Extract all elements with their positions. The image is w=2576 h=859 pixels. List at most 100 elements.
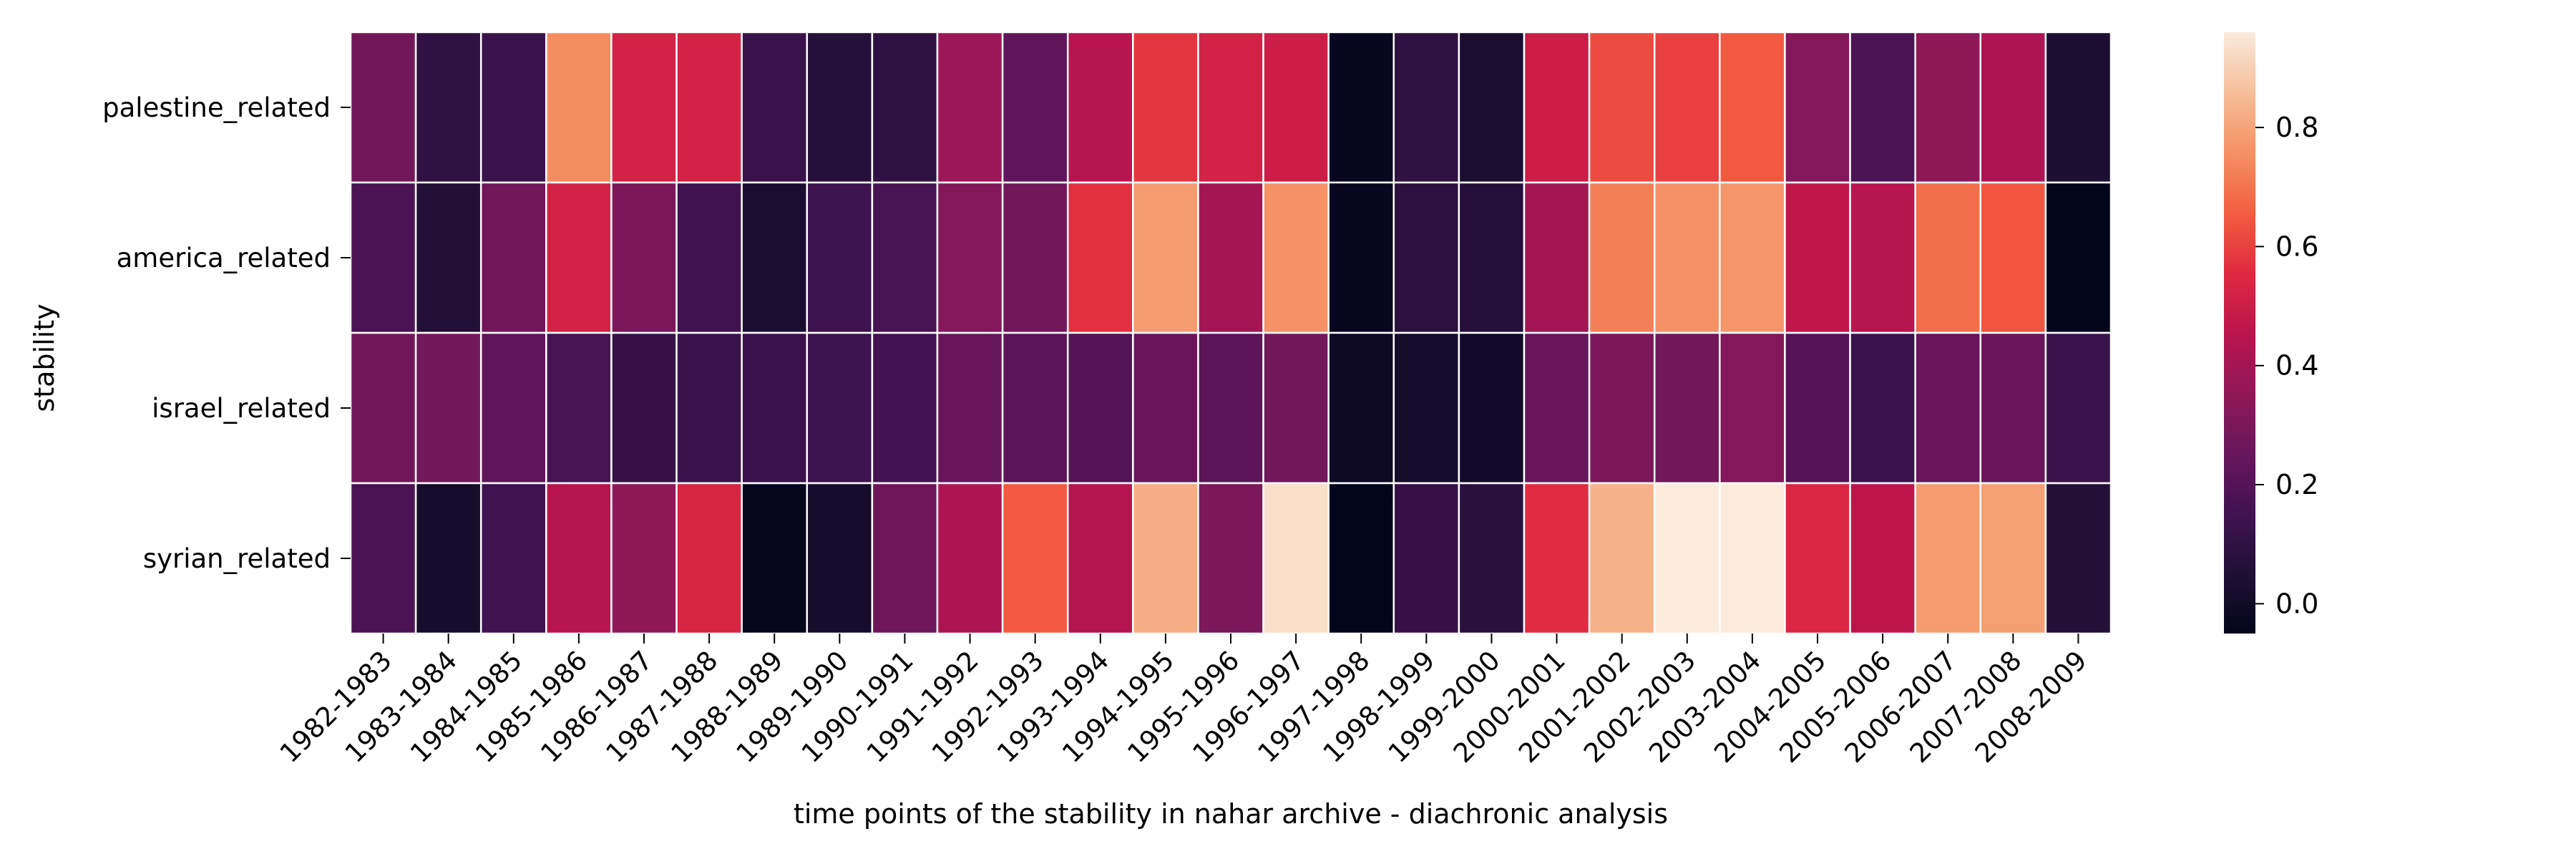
heatmap-cell <box>1262 482 1330 635</box>
heatmap-cell <box>936 181 1004 334</box>
heatmap-cell <box>1458 181 1526 334</box>
heatmap-cell <box>349 31 417 184</box>
heatmap-cell <box>1588 482 1656 635</box>
heatmap-cell <box>1653 482 1721 635</box>
heatmap-cell <box>1066 331 1134 485</box>
heatmap-cell <box>1914 482 1982 635</box>
y-tick-label: syrian_related <box>143 543 331 574</box>
heatmap-cell <box>741 331 809 485</box>
heatmap-cell <box>1132 181 1199 334</box>
heatmap-cell <box>1914 331 1982 485</box>
heatmap-cell <box>1784 482 1851 635</box>
heatmap-cell <box>1001 31 1069 184</box>
colorbar-tick-label: 0.8 <box>2275 112 2318 143</box>
heatmap-cell <box>741 482 809 635</box>
heatmap-cell <box>675 181 743 334</box>
heatmap-cell <box>1719 482 1786 635</box>
heatmap-cell <box>1588 181 1656 334</box>
heatmap-cell <box>349 482 417 635</box>
heatmap-cell <box>1849 31 1916 184</box>
heatmap-cell <box>1979 482 2047 635</box>
heatmap-cell <box>1784 331 1851 485</box>
heatmap-cell <box>610 331 678 485</box>
heatmap-cell <box>479 181 547 334</box>
heatmap-cell <box>1523 331 1591 485</box>
heatmap-cell <box>1653 331 1721 485</box>
heatmap-cell <box>1001 181 1069 334</box>
heatmap-cell <box>1132 331 1199 485</box>
heatmap-cell <box>414 31 482 184</box>
heatmap-cell <box>675 482 743 635</box>
heatmap-cell <box>1653 181 1721 334</box>
heatmap-cell <box>610 31 678 184</box>
colorbar-tick-label: 0.4 <box>2275 350 2318 382</box>
heatmap-cell <box>871 181 939 334</box>
heatmap-cell <box>545 482 613 635</box>
heatmap-cell <box>1001 482 1069 635</box>
heatmap-cell <box>741 31 809 184</box>
colorbar-tick-label: 0.0 <box>2275 588 2318 619</box>
heatmap-cell <box>610 181 678 334</box>
heatmap-cell <box>2044 181 2112 334</box>
heatmap-cell <box>871 31 939 184</box>
heatmap-cell <box>1849 482 1916 635</box>
heatmap-cell <box>1327 331 1395 485</box>
heatmap-cell <box>1458 482 1526 635</box>
heatmap-cell <box>1197 31 1264 184</box>
heatmap-cell <box>1132 31 1199 184</box>
y-tick-label: israel_related <box>152 393 331 424</box>
heatmap-cell <box>936 482 1004 635</box>
heatmap-cell <box>2044 31 2112 184</box>
heatmap-cell <box>1784 181 1851 334</box>
heatmap-cell <box>806 31 874 184</box>
heatmap-cell <box>1327 181 1395 334</box>
heatmap-cell <box>414 181 482 334</box>
y-axis: palestine_related america_related israel_r… <box>102 92 351 574</box>
heatmap-cell <box>1392 31 1460 184</box>
heatmap-cell <box>1001 331 1069 485</box>
heatmap-cell <box>479 31 547 184</box>
heatmap-cell <box>1262 331 1330 485</box>
heatmap-cell <box>479 482 547 635</box>
heatmap-cell <box>871 331 939 485</box>
heatmap-cell <box>1523 482 1591 635</box>
x-axis-label: time points of the stability in nahar ar… <box>794 798 1668 830</box>
y-tick-label: america_related <box>117 243 331 273</box>
colorbar-ticks: 0.0 0.2 0.4 0.6 0.8 <box>2255 112 2318 619</box>
heatmap-cell <box>1327 482 1395 635</box>
heatmap-cell <box>1979 181 2047 334</box>
heatmap-cell <box>741 181 809 334</box>
heatmap-cell <box>349 181 417 334</box>
heatmap-cell <box>2044 482 2112 635</box>
heatmap-cell <box>1784 31 1851 184</box>
heatmap-cell <box>1588 331 1656 485</box>
heatmap-cell <box>1914 31 1982 184</box>
heatmap-cell <box>1066 482 1134 635</box>
heatmap-cell <box>675 331 743 485</box>
heatmap-cell <box>1849 331 1916 485</box>
heatmap-cell <box>1262 181 1330 334</box>
y-axis-label: stability <box>29 304 60 412</box>
colorbar <box>2224 32 2255 634</box>
heatmap-cell <box>936 331 1004 485</box>
heatmap-cell <box>936 31 1004 184</box>
heatmap-cells <box>349 31 2112 635</box>
heatmap-cell <box>1197 181 1264 334</box>
heatmap-cell <box>1523 181 1591 334</box>
heatmap-cell <box>545 181 613 334</box>
heatmap-cell <box>414 482 482 635</box>
heatmap-cell <box>1719 31 1786 184</box>
y-tick-label: palestine_related <box>102 92 331 123</box>
heatmap-cell <box>1979 31 2047 184</box>
heatmap-cell <box>1588 31 1656 184</box>
heatmap-cell <box>610 482 678 635</box>
heatmap-cell <box>1197 331 1264 485</box>
heatmap-cell <box>1914 181 1982 334</box>
heatmap-cell <box>414 331 482 485</box>
heatmap-cell <box>349 331 417 485</box>
heatmap-cell <box>806 331 874 485</box>
heatmap-cell <box>675 31 743 184</box>
heatmap-cell <box>1327 31 1395 184</box>
heatmap-cell <box>545 31 613 184</box>
